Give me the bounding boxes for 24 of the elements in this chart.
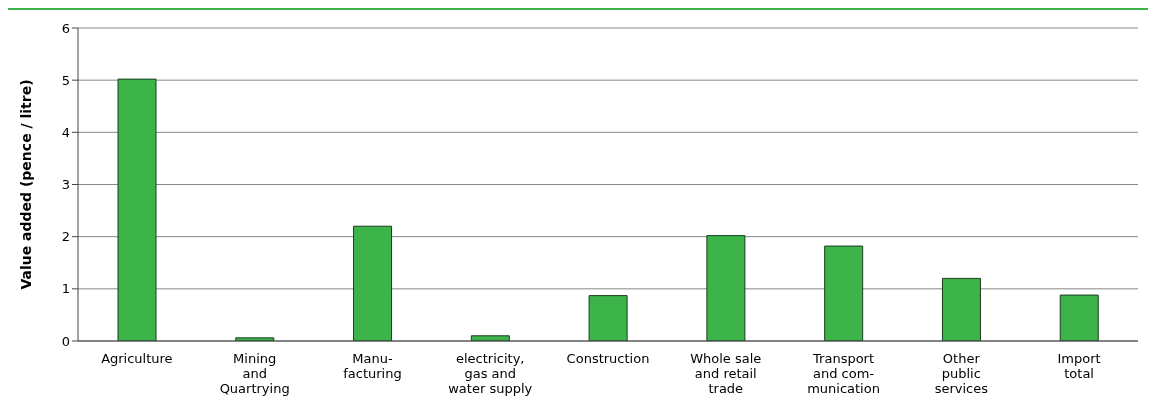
x-tick-label: Import total <box>1057 351 1101 381</box>
bar <box>1059 294 1099 341</box>
x-tick-label: Whole sale and retail trade <box>690 351 762 396</box>
bar <box>706 235 746 341</box>
bar <box>353 225 393 341</box>
bar <box>588 295 628 341</box>
x-tick-label: Manu- facturing <box>343 351 402 381</box>
y-tick-label: 5 <box>61 72 70 88</box>
y-tick-label: 0 <box>61 333 70 349</box>
x-tick-label: Other public services <box>934 351 989 396</box>
y-tick-label: 4 <box>61 124 70 140</box>
bar <box>117 78 157 341</box>
bar <box>941 277 981 341</box>
y-tick-label: 3 <box>61 177 70 193</box>
x-tick-label: electricity, gas and water supply <box>448 351 533 396</box>
y-tick-label: 2 <box>61 229 70 245</box>
y-tick-label: 1 <box>61 281 70 297</box>
x-tick-label: Agriculture <box>101 351 173 366</box>
y-axis-title: Value added (pence / litre) <box>17 79 34 290</box>
x-tick-label: Construction <box>566 351 650 366</box>
x-tick-label: Mining and Quartrying <box>219 351 290 396</box>
bar <box>824 245 864 341</box>
x-tick-label: Transport and com- munication <box>807 351 880 396</box>
y-tick-label: 6 <box>61 20 70 36</box>
